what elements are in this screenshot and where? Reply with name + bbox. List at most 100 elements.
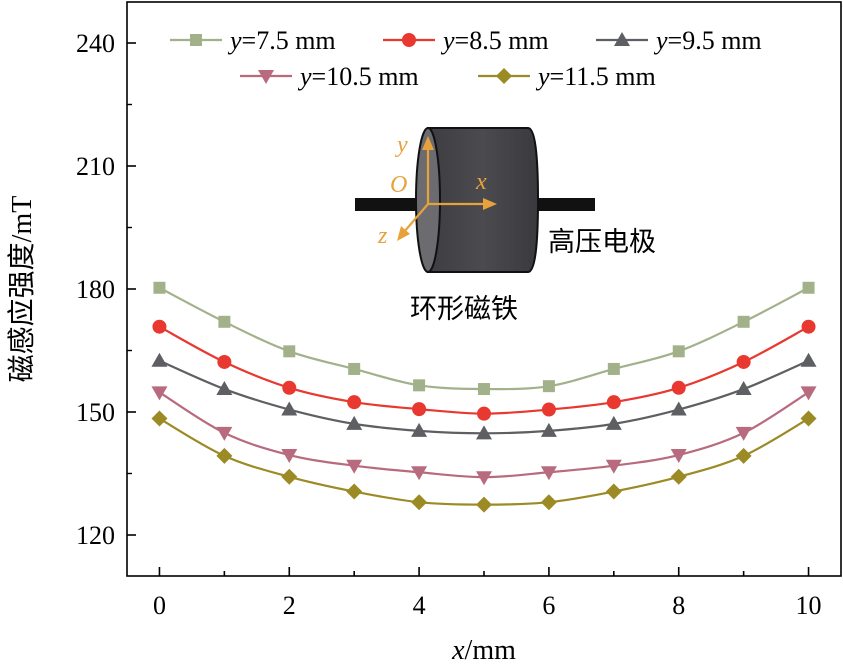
data-point [281,468,298,485]
data-point [735,447,752,464]
legend: y=7.5 mm y=8.5 mm y=9.5 mm y=10.5 mm y=11.5 … [170,26,762,91]
data-point [737,315,750,328]
electrode-label: 高压电极 [548,227,656,258]
inset-origin-label: O [390,172,407,198]
data-point [670,401,687,416]
inset-diagram: y O x z 高压电极 环形磁铁 [355,127,656,325]
series-line [159,359,809,435]
data-point [217,354,232,369]
series-5 [151,410,817,513]
x-arrowhead [483,198,497,210]
series-4 [151,386,817,486]
data-point [800,386,817,401]
data-point [151,410,168,427]
data-point [412,402,427,417]
data-point [476,496,492,513]
data-point [605,459,622,474]
y-tick-label: 180 [76,275,115,304]
legend-marker [614,32,630,46]
series-2 [152,319,816,421]
z-axis-arrow [403,203,429,233]
legend-item: y=7.5 mm [170,26,336,55]
legend-label: y=9.5 mm [653,26,762,55]
x-tick-label: 10 [796,591,822,620]
x-axis-title-unit: /mm [465,635,517,664]
y-axis-title: 磁感应强度/mT [6,196,38,383]
y-tick-label: 150 [76,398,115,427]
data-point [281,449,298,464]
data-point [153,281,166,294]
data-point [411,422,428,437]
y-tick-label: 240 [76,29,115,58]
data-point [476,471,492,486]
data-point [540,422,557,437]
legend-item: y=9.5 mm [596,26,762,55]
legend-marker [496,68,512,84]
legend-marker [402,33,416,47]
data-point [605,483,622,500]
inset-x-label: x [475,169,487,195]
data-point [735,381,752,396]
data-point [152,319,167,334]
data-point [540,466,557,481]
data-point [216,426,233,441]
data-point [216,447,233,464]
data-point [346,415,363,430]
y-arrowhead [422,136,434,150]
data-point [542,380,555,393]
legend-label: y=10.5 mm [297,62,419,91]
data-point [476,425,492,440]
data-point [607,362,620,375]
legend-item: y=8.5 mm [383,26,549,55]
x-tick-label: 6 [542,591,555,620]
inset-y-label: y [395,132,408,158]
x-tick-label: 4 [413,591,426,620]
data-point [413,379,426,392]
legend-item: y=10.5 mm [240,62,419,91]
data-point [282,380,297,395]
data-point [478,383,490,396]
legend-label: y=7.5 mm [227,26,336,55]
x-axis: 0 2 4 6 8 10 [153,567,822,620]
series-1 [153,281,815,396]
series-3 [151,352,817,440]
data-point [541,402,556,417]
data-point [411,494,428,511]
data-point [736,354,751,369]
data-point [346,483,363,500]
data-point [411,466,428,481]
data-point [801,319,816,334]
series-layer [151,281,817,513]
legend-item: y=11.5 mm [478,62,656,91]
data-point [735,426,752,441]
data-point [800,410,817,427]
magnet-label: 环形磁铁 [410,294,518,325]
data-point [477,406,491,421]
inset-z-label: z [377,223,388,249]
y-axis: 120 150 180 210 240 [76,29,136,550]
z-arrowhead [397,226,410,241]
data-point [218,315,231,328]
data-point [216,381,233,396]
y-tick-label: 120 [76,521,115,550]
legend-marker [258,70,274,84]
x-tick-label: 2 [283,591,296,620]
data-point [672,345,685,358]
y-tick-label: 210 [76,152,115,181]
data-point [347,395,362,410]
data-point [606,395,621,410]
data-point [671,380,686,395]
x-tick-label: 0 [153,591,166,620]
data-point [800,352,817,367]
data-point [283,345,296,358]
data-point [670,449,687,464]
x-tick-label: 8 [672,591,685,620]
legend-label: y=8.5 mm [440,26,549,55]
data-point [151,386,168,401]
legend-marker [190,34,202,46]
x-axis-title: x/mm [451,635,516,664]
data-point [540,494,557,511]
data-point [348,362,361,375]
data-point [281,401,298,416]
data-point [151,352,168,367]
